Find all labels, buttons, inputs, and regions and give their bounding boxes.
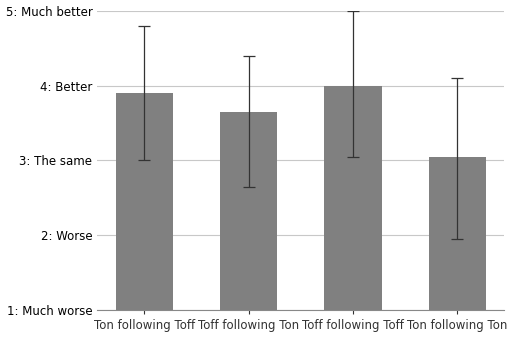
Bar: [324, 86, 382, 310]
Bar: [116, 93, 173, 310]
Bar: [429, 157, 486, 310]
Bar: [220, 112, 278, 310]
